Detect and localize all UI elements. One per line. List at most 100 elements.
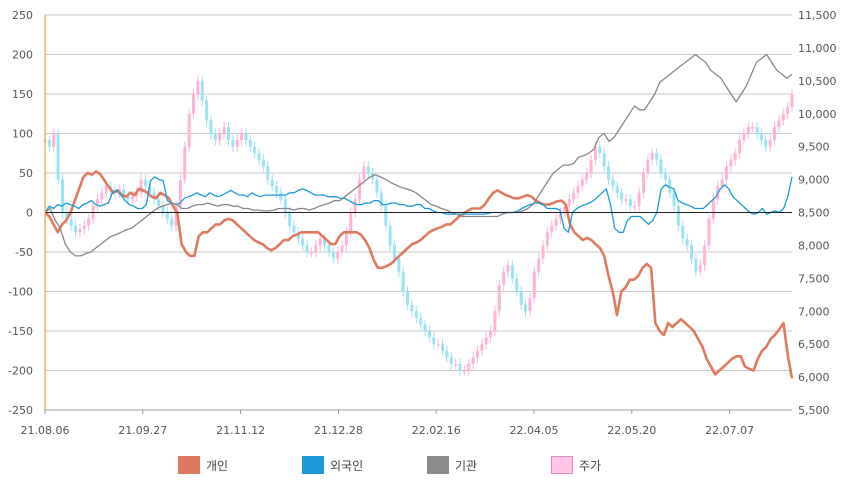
price-candle	[615, 186, 619, 193]
price-candle	[143, 179, 147, 187]
price-candle	[401, 271, 405, 292]
price-candle	[427, 331, 431, 338]
price-candle	[541, 245, 545, 259]
price-candle	[213, 133, 217, 141]
price-candle	[174, 205, 178, 226]
y-left-tick-label: -100	[8, 286, 33, 299]
price-candle	[122, 189, 126, 197]
price-candle	[288, 212, 292, 226]
price-candle	[419, 317, 423, 325]
series-line-0	[44, 170, 794, 379]
y-right-tick-label: 10,000	[798, 108, 837, 121]
y-right-tick-label: 9,000	[798, 174, 830, 187]
price-candle	[74, 225, 78, 233]
price-candle	[711, 199, 715, 220]
y-left-tick-label: 250	[12, 9, 33, 22]
legend-item-foreign[interactable]: 외국인	[302, 452, 363, 478]
price-candle	[305, 245, 309, 252]
legend-item-individual[interactable]: 개인	[178, 452, 228, 478]
legend-label-individual: 개인	[206, 458, 229, 473]
x-tick-label: 21.09.27	[118, 424, 167, 437]
price-candle	[235, 140, 239, 147]
legend-item-price[interactable]: 주가	[551, 452, 601, 478]
price-candle	[209, 120, 213, 134]
price-candle	[388, 225, 392, 246]
price-candle	[698, 265, 702, 272]
price-candle	[253, 146, 257, 154]
price-candle	[152, 192, 156, 200]
price-candle	[410, 304, 414, 312]
y-left-tick-label: -150	[8, 325, 33, 338]
y-left-tick-label: 100	[12, 128, 33, 141]
price-candle	[655, 153, 659, 160]
price-candle	[624, 199, 628, 201]
axes: 250 200 150 100 50 0 -50 -100 -150 -200 -250 11,500…	[8, 9, 836, 437]
price-candle	[484, 337, 488, 345]
price-candle	[423, 324, 427, 331]
price-candle	[528, 298, 532, 312]
price-candle	[703, 245, 707, 266]
price-candle	[314, 245, 318, 252]
price-candle	[746, 126, 750, 134]
price-candle	[519, 291, 523, 305]
price-candle	[296, 232, 300, 239]
price-candle	[104, 186, 108, 193]
price-candle	[537, 258, 541, 272]
x-tick-label: 21.12.28	[314, 424, 363, 437]
legend-swatch-institution	[427, 456, 449, 474]
price-candle	[353, 199, 357, 213]
series-line-1	[44, 176, 793, 233]
price-candle	[309, 252, 313, 254]
price-candle	[135, 192, 139, 197]
price-candle	[257, 153, 261, 160]
y-left-tick-label: -250	[8, 404, 33, 417]
price-candle	[392, 245, 396, 259]
price-candle	[676, 205, 680, 226]
price-candle	[668, 179, 672, 193]
price-candle	[366, 166, 370, 173]
price-candle	[493, 311, 497, 331]
price-candle	[489, 331, 493, 338]
price-candle	[563, 205, 567, 213]
price-candle	[738, 140, 742, 154]
x-tick-label: 22.05.20	[607, 424, 656, 437]
price-candle	[454, 363, 458, 366]
y-right-tick-label: 8,500	[798, 207, 830, 220]
investor-lines	[44, 53, 794, 379]
price-candle	[773, 126, 777, 141]
legend-swatch-individual	[178, 456, 200, 474]
price-candle	[178, 179, 182, 206]
price-candle	[384, 205, 388, 226]
y-left-tick-label: 50	[19, 167, 33, 180]
legend: 개인 외국인 기관 주가	[0, 452, 850, 482]
y-right-tick-label: 5,500	[798, 404, 830, 417]
legend-swatch-foreign	[302, 456, 324, 474]
price-candle	[572, 192, 576, 200]
price-candle	[628, 199, 632, 206]
price-candle	[607, 166, 611, 180]
price-candle	[458, 363, 462, 371]
price-candle	[646, 159, 650, 173]
price-candle	[170, 219, 174, 226]
price-candle	[786, 107, 790, 114]
price-candle	[781, 113, 785, 121]
y-right-tick-label: 6,500	[798, 338, 830, 351]
x-tick-label: 22.07.07	[705, 424, 754, 437]
series-line-2	[44, 53, 793, 257]
price-candle	[751, 126, 755, 129]
price-candle	[790, 94, 794, 108]
price-candle	[515, 278, 519, 292]
price-candle	[641, 173, 645, 193]
price-candle	[266, 166, 270, 180]
legend-item-institution[interactable]: 기관	[427, 452, 477, 478]
y-right-tick-label: 9,500	[798, 141, 830, 154]
x-tick-label: 22.04.05	[510, 424, 559, 437]
price-candle	[47, 140, 51, 147]
legend-label-foreign: 외국인	[330, 458, 364, 473]
price-candle	[240, 133, 244, 141]
legend-label-institution: 기관	[455, 458, 478, 473]
price-candle	[598, 146, 602, 154]
price-candle	[502, 271, 506, 285]
price-candle	[275, 186, 279, 193]
